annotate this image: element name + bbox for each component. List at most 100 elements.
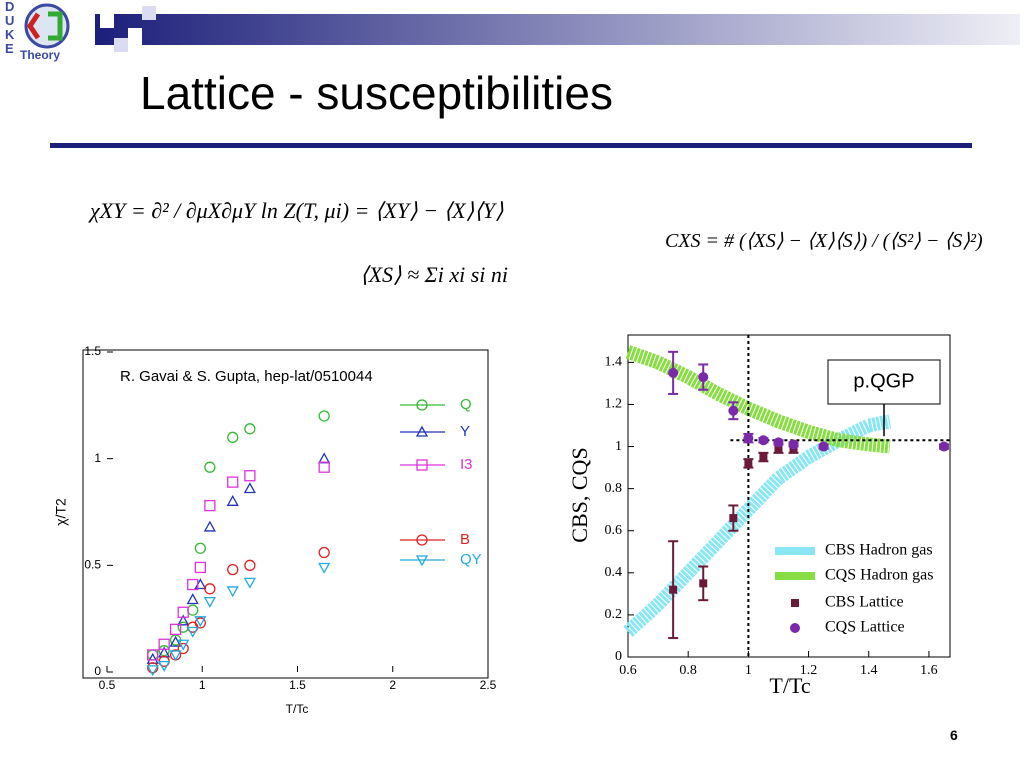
marker (169, 635, 182, 647)
y-tick-label: 0 (615, 649, 622, 664)
x-tick-label: 1.6 (920, 663, 938, 678)
x-tick-label: 0.5 (99, 678, 116, 692)
marker (938, 441, 949, 452)
marker (227, 476, 239, 488)
marker (668, 367, 679, 378)
marker (158, 638, 170, 650)
legend-marker (415, 425, 429, 437)
legend-marker (791, 599, 799, 607)
marker (227, 563, 239, 576)
legend-marker (416, 399, 428, 411)
logo-c (26, 12, 41, 40)
marker (774, 444, 783, 453)
legend-marker (416, 534, 428, 546)
marker (194, 542, 206, 554)
legend-label: Q (460, 396, 472, 413)
marker (698, 372, 709, 383)
marker (318, 461, 330, 473)
equation: χXY = ∂² / ∂μX∂μY ln Z(T, μi) = ⟨XY⟩ − ⟨… (90, 198, 504, 223)
marker (699, 579, 708, 588)
annotation: R. Gavai & S. Gupta, hep-lat/0510044 (120, 368, 373, 385)
y-tick-label: 0.2 (605, 607, 623, 622)
marker (147, 649, 159, 661)
marker (244, 559, 256, 571)
legend-marker (416, 459, 428, 471)
header-bar (95, 14, 1020, 45)
legend-label: QY (460, 551, 482, 568)
annotation-box (827, 359, 941, 405)
marker (177, 614, 190, 626)
marker (227, 431, 239, 443)
legend-label: CQS Hadron gas (825, 567, 933, 584)
legend-marker (415, 555, 429, 567)
legend-label: CQS Lattice (825, 619, 905, 636)
marker (226, 494, 239, 506)
logo-letters: DUKE (5, 0, 15, 56)
marker (203, 596, 216, 608)
header-square (114, 38, 128, 52)
marker (204, 583, 216, 595)
marker (318, 410, 330, 422)
marker (203, 520, 216, 532)
legend-label: CBS Hadron gas (825, 542, 933, 559)
legend-label: Y (460, 423, 470, 440)
y-axis-label: χ/T2 (53, 498, 69, 526)
x-tick-label: 0.6 (619, 663, 637, 678)
marker (158, 660, 171, 672)
x-axis-label: T/Tc (769, 673, 810, 698)
marker (818, 441, 829, 452)
y-tick-label: 1.2 (605, 397, 623, 412)
marker (147, 662, 159, 674)
marker (204, 499, 216, 512)
y-tick-label: 0 (94, 664, 101, 678)
y-axis-label: CBS, CQS (567, 447, 592, 542)
marker (194, 616, 207, 628)
marker (318, 546, 330, 559)
marker (194, 617, 206, 629)
marker (194, 561, 206, 574)
marker (177, 639, 190, 651)
x-tick-label: 1.5 (289, 678, 306, 692)
marker (186, 626, 199, 638)
marker (226, 586, 239, 598)
legend-label: I3 (460, 456, 473, 473)
y-tick-label: 1.5 (84, 344, 101, 358)
marker (243, 577, 256, 589)
equation: CXS = # (⟨XS⟩ − ⟨X⟩⟨S⟩) / (⟨S²⟩ − ⟨S⟩²) (665, 230, 983, 252)
logo-text: Theory (20, 48, 61, 62)
annotation: p.QGP (853, 370, 914, 392)
marker (758, 435, 769, 446)
x-tick-label: 2 (389, 678, 396, 692)
y-tick-label: 0.8 (605, 481, 623, 496)
legend-label: CBS Lattice (825, 594, 904, 611)
marker (177, 606, 189, 618)
marker (244, 423, 256, 435)
x-axis-label: T/Tc (286, 702, 309, 716)
x-tick-label: 1 (745, 663, 752, 678)
plot-frame (82, 349, 489, 679)
equation: ⟨XS⟩ ≈ Σi xi si ni (360, 262, 509, 287)
marker (243, 482, 256, 494)
marker (743, 433, 754, 444)
title-rule (50, 143, 972, 148)
header-square (100, 14, 114, 28)
marker (244, 470, 256, 482)
marker (186, 593, 199, 605)
page-number: 6 (950, 727, 958, 743)
slide-title: Lattice - susceptibilities (140, 67, 613, 119)
y-tick-label: 1 (94, 451, 101, 465)
marker (204, 461, 216, 473)
marker (169, 650, 182, 662)
y-tick-label: 0.4 (605, 565, 623, 580)
x-tick-label: 2.5 (480, 678, 497, 692)
marker (177, 642, 189, 655)
legend-marker (790, 623, 800, 633)
x-tick-label: 1.2 (800, 663, 818, 678)
marker (146, 665, 159, 677)
legend-label: B (460, 531, 470, 548)
header-square (142, 6, 156, 20)
marker (759, 453, 768, 462)
x-tick-label: 1 (199, 678, 206, 692)
